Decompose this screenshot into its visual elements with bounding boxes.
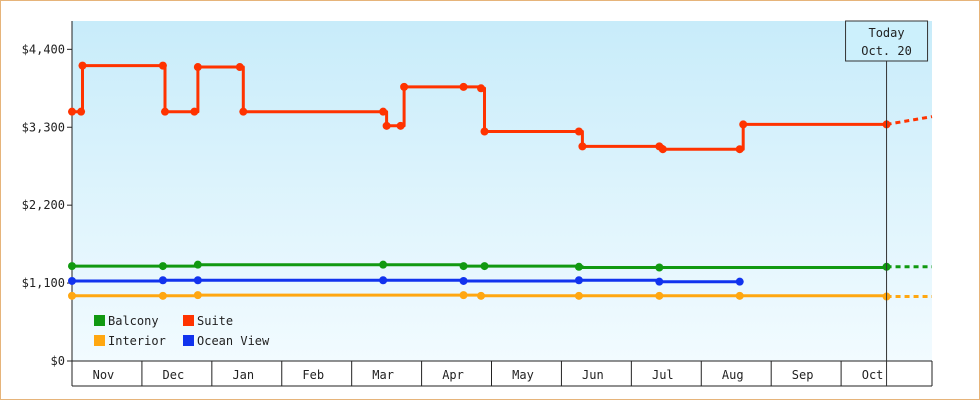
legend-swatch (94, 335, 105, 346)
legend-label: Suite (197, 314, 233, 328)
data-point (655, 291, 664, 300)
data-point (379, 260, 388, 269)
data-point (193, 291, 202, 300)
data-point (158, 276, 167, 285)
x-tick-label: Jun (582, 368, 604, 382)
x-tick-label: Sep (792, 368, 814, 382)
data-point (379, 276, 388, 285)
y-tick-label: $4,400 (22, 42, 65, 56)
data-point (480, 262, 489, 271)
x-tick-label: Feb (302, 368, 324, 382)
legend-item-suite: Suite (183, 314, 233, 328)
data-point (735, 291, 744, 300)
data-point (477, 291, 486, 300)
x-tick-label: Apr (442, 368, 464, 382)
today-box (845, 20, 929, 62)
data-point (459, 82, 468, 91)
y-tick-label: $0 (51, 354, 65, 368)
y-tick-label: $2,200 (22, 198, 65, 212)
data-point (655, 277, 664, 286)
data-point (382, 121, 391, 130)
legend-label: Ocean View (197, 334, 270, 348)
legend-label: Balcony (108, 314, 159, 328)
legend-item-balcony: Balcony (94, 314, 159, 328)
series-ocean-view (68, 276, 744, 286)
data-point (158, 61, 167, 70)
series-suite (68, 61, 933, 154)
data-point (68, 107, 76, 116)
x-tick-label: Mar (372, 368, 394, 382)
data-point (735, 145, 744, 154)
data-point (190, 107, 199, 116)
data-point (239, 107, 248, 116)
data-point (477, 84, 486, 93)
y-tick-label: $1,100 (22, 276, 65, 290)
data-point (158, 291, 167, 300)
data-point (658, 145, 667, 154)
data-point (574, 127, 583, 136)
data-point (459, 276, 468, 285)
x-tick-label: Jul (652, 368, 674, 382)
data-point (235, 63, 244, 72)
x-tick-label: Jan (232, 368, 254, 382)
data-point (459, 291, 468, 300)
data-point (459, 262, 468, 271)
x-tick-label: Oct (862, 368, 884, 382)
legend-swatch (183, 315, 194, 326)
data-point (379, 107, 388, 116)
data-point (578, 142, 587, 151)
legend-item-ocean-view: Ocean View (183, 334, 270, 348)
data-point (68, 291, 76, 300)
data-point (400, 82, 409, 91)
series-line (72, 278, 740, 284)
data-point (158, 262, 167, 271)
data-point (739, 120, 748, 129)
today-label: Today (868, 26, 904, 40)
data-point (735, 277, 744, 286)
x-tick-label: Aug (722, 368, 744, 382)
data-point (396, 121, 405, 130)
forecast-line (886, 115, 933, 126)
data-point (193, 260, 202, 269)
data-point (78, 61, 87, 70)
x-tick-label: Nov (93, 368, 115, 382)
data-point (193, 63, 202, 72)
legend-swatch (183, 335, 194, 346)
today-marker: Today Oct. 20 (845, 20, 929, 386)
legend-swatch (94, 315, 105, 326)
data-point (68, 262, 76, 271)
data-point (655, 263, 664, 272)
series-interior (68, 291, 932, 301)
data-point (574, 291, 583, 300)
legend: Balcony Suite Interior Ocean View (94, 314, 270, 348)
data-point (574, 262, 583, 271)
data-point (193, 276, 202, 285)
legend-label: Interior (108, 334, 166, 348)
data-point (68, 276, 76, 285)
data-point (77, 107, 86, 116)
x-tick-label: May (512, 368, 534, 382)
data-point (480, 127, 489, 136)
plot-area (72, 21, 932, 361)
axes: $0 $1,100 $2,200 $3,300 $4,400 Nov Dec Jan Feb Ma… (22, 21, 933, 387)
y-tick-label: $3,300 (22, 120, 65, 134)
today-date: Oct. 20 (861, 44, 912, 58)
data-point (160, 107, 169, 116)
legend-item-interior: Interior (94, 334, 166, 348)
data-point (574, 276, 583, 285)
x-tick-label: Dec (163, 368, 185, 382)
